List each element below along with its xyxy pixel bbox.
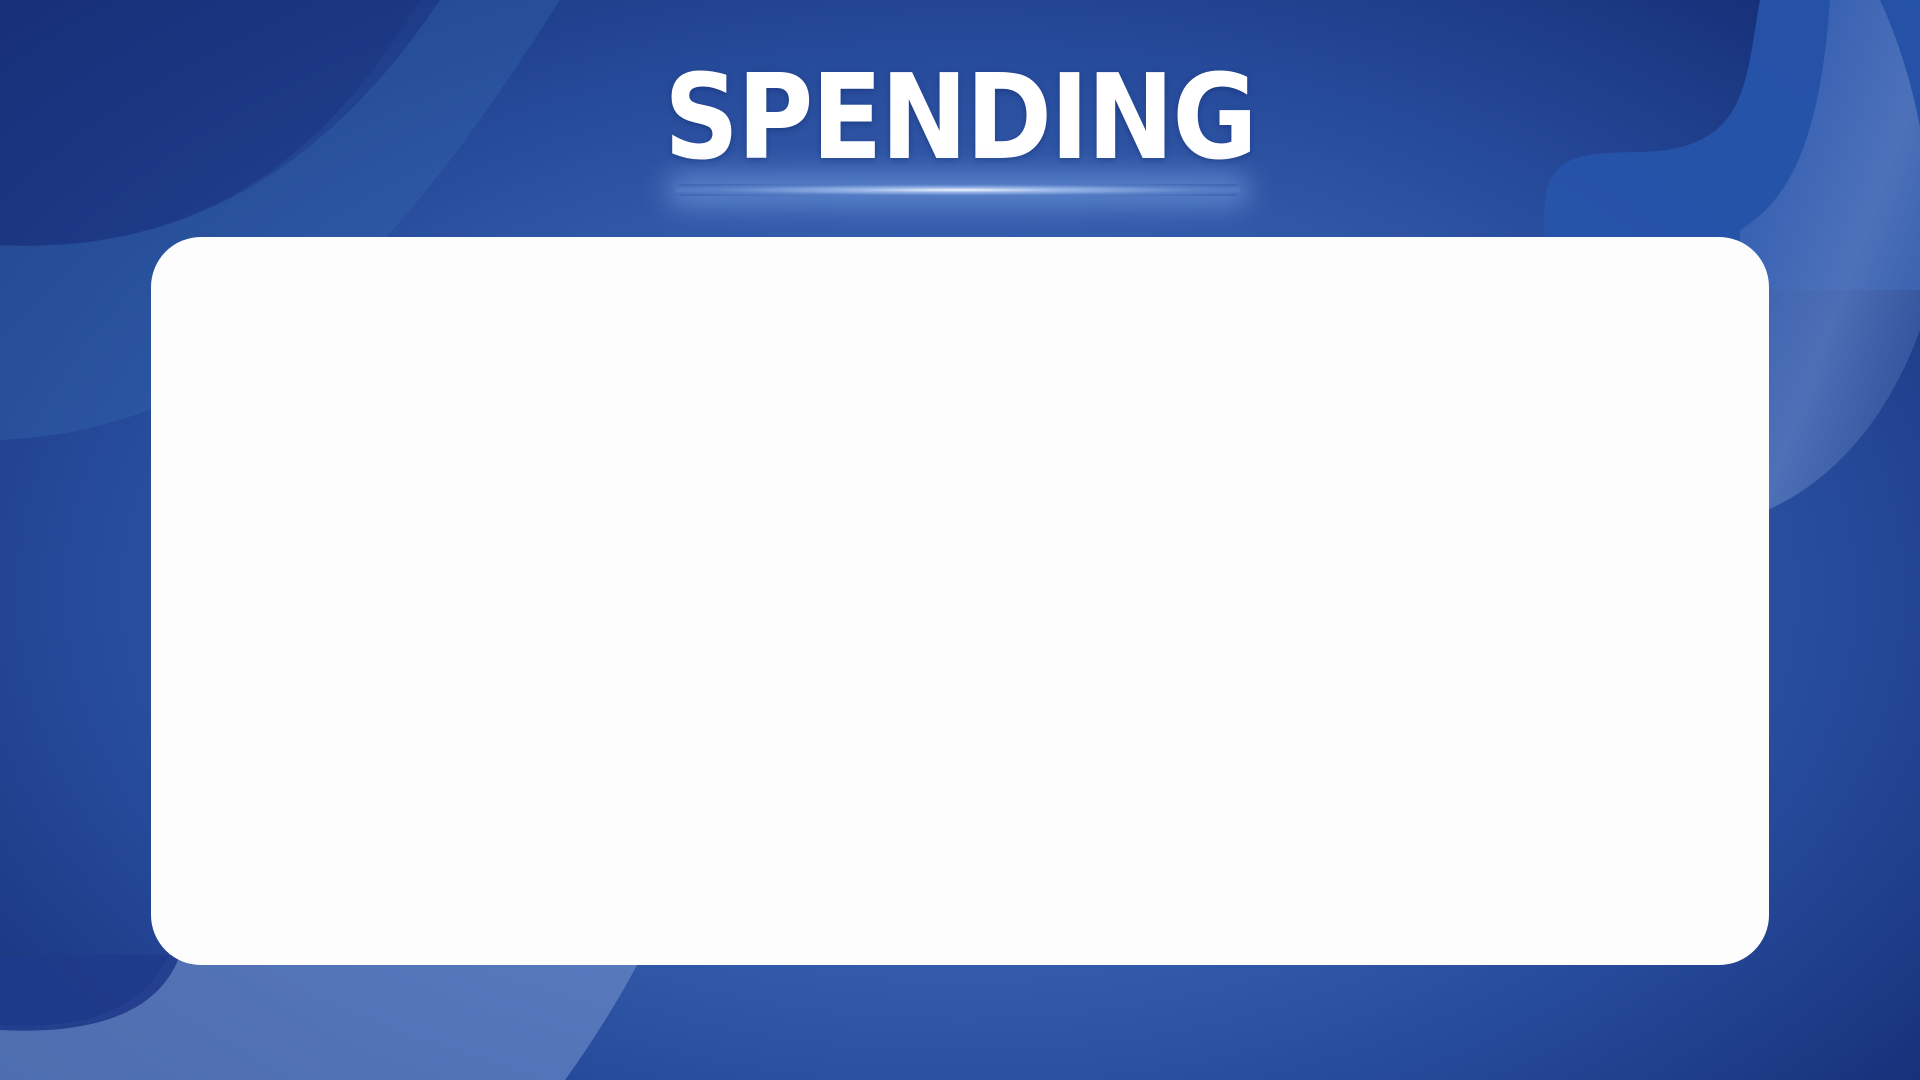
wave-bottom-left-dark	[0, 955, 180, 1031]
wave-right-band	[1740, 0, 1920, 520]
wave-top-left	[0, 0, 420, 246]
slide-title: SPENDING	[664, 48, 1257, 186]
title-underline-glow	[676, 184, 1240, 196]
content-panel	[151, 237, 1769, 965]
wave-left-band	[0, 0, 560, 440]
